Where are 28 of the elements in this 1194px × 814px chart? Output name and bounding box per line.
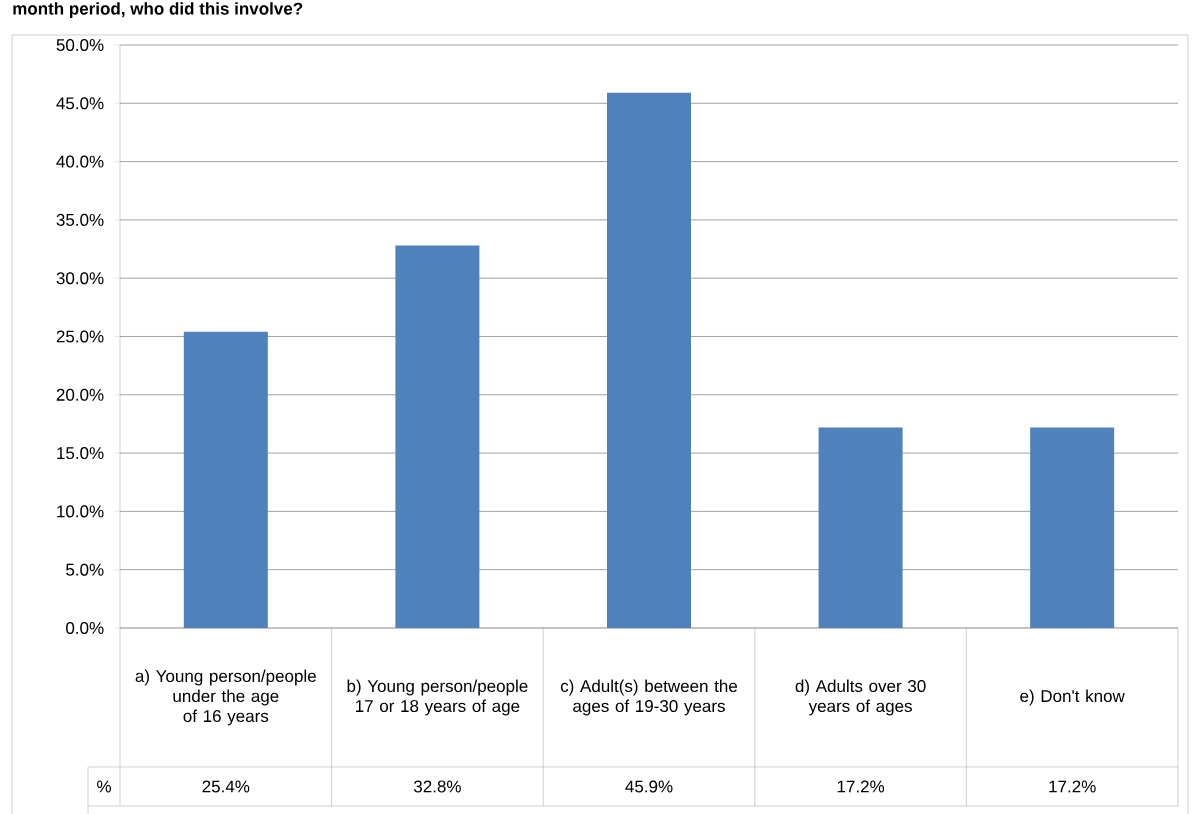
x-tick-label: c) Adult(s) between the ages of 19-30 years bbox=[560, 679, 738, 716]
data-label: 25.4% bbox=[202, 780, 250, 793]
y-tick-label: 15.0% bbox=[57, 447, 104, 460]
bar bbox=[395, 245, 480, 628]
y-tick-label: 35.0% bbox=[56, 213, 104, 226]
x-tick-label: b) Young person/people 17 or 18 years of age bbox=[347, 679, 528, 716]
y-tick-label: 50.0% bbox=[56, 38, 104, 52]
x-tick-label: a) Young person/people under the age of 16 years bbox=[135, 669, 316, 726]
data-label: 17.2% bbox=[1049, 780, 1096, 793]
y-tick-label: 40.0% bbox=[56, 155, 104, 168]
data-label: 17.2% bbox=[837, 780, 885, 793]
y-tick-label: 20.0% bbox=[56, 388, 104, 401]
data-label: 32.8% bbox=[413, 780, 461, 793]
chart-title: month period, who did this involve? bbox=[13, 2, 303, 19]
bar bbox=[1030, 427, 1115, 628]
data-label: 45.9% bbox=[625, 780, 673, 793]
bar bbox=[818, 427, 903, 628]
y-tick-label: 5.0% bbox=[66, 563, 104, 576]
y-tick-label: 0.0% bbox=[66, 621, 104, 635]
y-tick-label: 25.0% bbox=[56, 330, 104, 343]
x-tick-label: d) Adults over 30 years of ages bbox=[795, 679, 926, 716]
bar bbox=[183, 331, 268, 628]
y-tick-label: 45.0% bbox=[56, 97, 104, 110]
bar bbox=[607, 92, 691, 628]
text: % bbox=[97, 780, 111, 793]
y-tick-label: 30.0% bbox=[56, 272, 104, 285]
y-tick-label: 10.0% bbox=[57, 505, 104, 518]
x-tick-label: e) Don't know bbox=[1020, 689, 1125, 706]
